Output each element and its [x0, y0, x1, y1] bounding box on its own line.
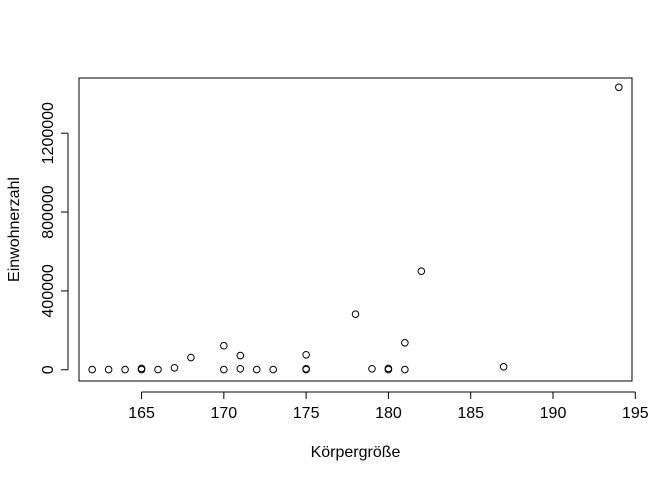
data-point [137, 364, 146, 373]
data-point [121, 365, 129, 374]
data-point [88, 365, 96, 374]
x-axis-label: Körpergröße [311, 444, 401, 461]
data-point [401, 365, 409, 374]
x-tick-label: 175 [293, 405, 320, 422]
data-point [615, 83, 623, 92]
y-tick-label: 1200000 [40, 102, 57, 164]
data-point [236, 351, 245, 360]
data-point [220, 341, 228, 350]
data-point [104, 365, 113, 374]
data-point [269, 365, 278, 374]
data-point [236, 364, 245, 373]
data-point [302, 364, 310, 373]
data-point [170, 363, 179, 372]
y-axis: 0 400000 800000 1200000 [40, 102, 69, 374]
data-point [187, 353, 195, 362]
data-point [384, 364, 393, 373]
y-tick-label: 400000 [40, 264, 57, 317]
data-point [401, 338, 409, 347]
data-point [252, 365, 261, 374]
x-axis: 165 170 175 180 185 190 195 [128, 391, 649, 422]
plot-frame [78, 77, 633, 382]
y-axis-label: Einwohnerzahl [6, 177, 23, 282]
data-point [302, 350, 310, 359]
data-point [368, 364, 376, 373]
y-tick-label: 0 [40, 365, 57, 374]
x-tick-label: 185 [457, 405, 484, 422]
x-tick-label: 190 [540, 405, 567, 422]
x-tick-label: 195 [622, 405, 649, 422]
data-point [154, 365, 162, 374]
data-point [220, 365, 228, 374]
data-points [88, 83, 623, 374]
data-point [417, 267, 426, 275]
x-tick-label: 170 [210, 405, 237, 422]
data-point [499, 363, 508, 371]
y-tick-label: 800000 [40, 185, 57, 238]
data-point [351, 310, 360, 318]
x-tick-label: 180 [375, 405, 402, 422]
x-tick-label: 165 [128, 405, 155, 422]
